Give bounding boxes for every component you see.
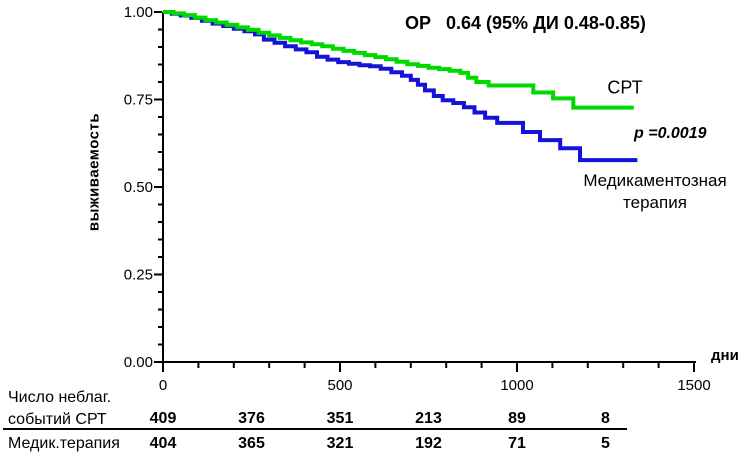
series-label-med-line1: Медикаментозная [583, 171, 727, 190]
axes [162, 12, 696, 363]
series-label-med-line2: терапия [623, 193, 687, 212]
risk-count: 409 [149, 410, 177, 427]
x-axis-label: дни [711, 347, 739, 364]
y-axis-label: выживаемость [85, 112, 103, 232]
y-tick-label: 0.75 [124, 92, 153, 109]
risk-count: 213 [415, 410, 442, 427]
risk-count: 321 [326, 435, 354, 452]
x-tick-label: 0 [159, 377, 167, 394]
survival-curve-med [163, 10, 638, 163]
x-tick-label: 500 [327, 377, 352, 394]
hazard-ratio-annotation: ОР 0.64 (95% ДИ 0.48-0.85) [405, 13, 646, 33]
risk-table-row2-label: Медик.терапия [8, 435, 120, 452]
risk-count: 5 [601, 435, 610, 452]
risk-count: 404 [149, 435, 177, 452]
risk-count: 376 [238, 410, 265, 427]
risk-count: 365 [238, 435, 265, 452]
risk-table-divider [3, 428, 627, 430]
y-tick-label: 0.25 [124, 267, 153, 284]
x-tick-label: 1000 [500, 377, 533, 394]
survival-curve-crt [163, 10, 634, 110]
risk-table-row1-label-line1: Число неблаг. [8, 389, 112, 406]
risk-count: 192 [415, 435, 442, 452]
risk-count: 8 [601, 410, 610, 427]
series-label-med: Медикаментозная терапия [583, 170, 726, 214]
risk-table-row1-values: 409 376 351 213 89 8 [0, 410, 746, 430]
y-tick-label: 1.00 [124, 4, 153, 21]
risk-count: 89 [508, 410, 526, 427]
risk-table-row1-label-line2: событий СРТ [8, 411, 107, 428]
x-tick-label: 1500 [677, 377, 710, 394]
y-tick-label: 0.50 [124, 179, 153, 196]
series-label-crt: СРТ [607, 77, 643, 98]
risk-table-row2-values: 404 365 321 192 71 5 [0, 435, 746, 455]
risk-count: 71 [508, 435, 526, 452]
y-tick-label: 0.00 [124, 354, 153, 371]
risk-count: 351 [326, 410, 354, 427]
p-value-label: p =0.0019 [634, 125, 707, 142]
